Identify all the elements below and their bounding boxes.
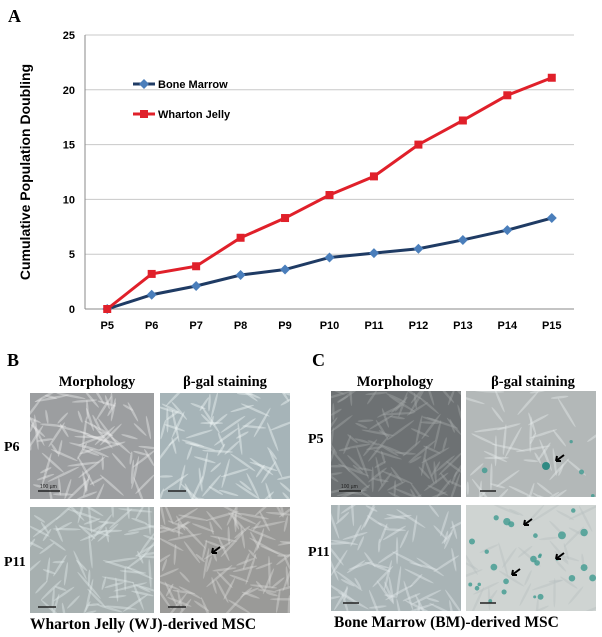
b-p11-morphology-image [30, 507, 154, 613]
c-p5-bgal-image [466, 391, 596, 497]
data-point [280, 264, 291, 275]
x-tick-labels: P5 P6 P7 P8 P9 P10 P11 P12 P13 P14 P15 [100, 320, 561, 332]
x-tick-label: P11 [364, 320, 383, 332]
series-line-0 [106, 216, 553, 311]
y-tick-label: 25 [63, 30, 75, 42]
legend-marker [140, 110, 148, 118]
data-point [191, 280, 202, 291]
chart-gridlines [85, 34, 574, 255]
arrow-icon [555, 552, 565, 560]
data-point [103, 305, 112, 313]
b-p6-bgal-image [160, 393, 290, 499]
data-point [502, 225, 513, 236]
y-tick-label: 15 [63, 140, 75, 152]
data-point [236, 233, 245, 242]
y-tick-label: 0 [69, 304, 75, 316]
b-col-morphology: Morphology [58, 374, 136, 390]
svg-text:100 µm: 100 µm [341, 484, 358, 490]
svg-text:100 µm: 100 µm [40, 484, 57, 490]
data-point [235, 270, 246, 281]
data-point [458, 116, 467, 125]
arrow-icon [555, 454, 565, 462]
x-tick-label: P7 [189, 320, 202, 332]
chart-legend: Bone Marrow Wharton Jelly [133, 79, 231, 121]
arrow-icon [511, 568, 521, 576]
y-tick-labels: 0 5 10 15 20 25 [63, 30, 75, 316]
b-p6-morphology-image: 100 µm [30, 393, 154, 499]
x-tick-label: P9 [278, 320, 291, 332]
data-point [281, 214, 290, 223]
panel-label-a: A [8, 6, 21, 26]
legend-marker [139, 79, 149, 89]
legend-label: Bone Marrow [158, 79, 228, 91]
y-axis-label: Cumulative Population Doubling [17, 64, 33, 280]
x-tick-label: P12 [409, 320, 429, 332]
x-tick-label: P5 [100, 320, 113, 332]
data-point [546, 213, 557, 224]
b-p11-bgal-image [160, 507, 290, 613]
c-row-p5: P5 [308, 432, 324, 447]
x-tick-label: P10 [320, 320, 340, 332]
c-p5-morphology-image: 100 µm [331, 391, 461, 497]
panel-label-c: C [312, 350, 325, 370]
b-caption: Wharton Jelly (WJ)-derived MSC [30, 616, 257, 633]
b-row-p11: P11 [4, 555, 26, 570]
b-col-bgal: β-gal staining [183, 374, 267, 390]
x-tick-label: P8 [234, 320, 247, 332]
panel-label-b: B [7, 350, 20, 370]
x-tick-label: P15 [542, 320, 562, 332]
data-point [192, 262, 201, 271]
x-tick-label: P14 [498, 320, 518, 332]
c-caption: Bone Marrow (BM)-derived MSC [334, 614, 559, 631]
data-point [324, 252, 335, 263]
arrow-icon [523, 518, 533, 526]
c-col-bgal: β-gal staining [491, 374, 575, 390]
b-row-p6: P6 [4, 440, 20, 455]
data-point [325, 191, 334, 200]
data-point [457, 234, 468, 245]
data-point [368, 248, 379, 259]
legend-label: Wharton Jelly [158, 109, 231, 121]
data-point [146, 289, 157, 300]
c-p11-morphology-image [331, 505, 461, 611]
data-point [369, 172, 378, 181]
y-tick-label: 10 [63, 194, 75, 206]
data-point [414, 140, 423, 149]
x-tick-label: P6 [145, 320, 158, 332]
data-point [547, 73, 556, 82]
data-point [413, 243, 424, 254]
y-tick-label: 5 [69, 249, 75, 261]
x-tick-label: P13 [453, 320, 473, 332]
c-p11-bgal-image [466, 505, 596, 611]
c-col-morphology: Morphology [356, 374, 434, 390]
chart-axes [84, 35, 574, 310]
y-tick-label: 20 [63, 85, 75, 97]
arrow-icon [211, 546, 221, 554]
data-point [503, 91, 512, 100]
c-row-p11: P11 [308, 545, 330, 560]
chart-series [102, 73, 557, 314]
data-point [147, 269, 156, 278]
